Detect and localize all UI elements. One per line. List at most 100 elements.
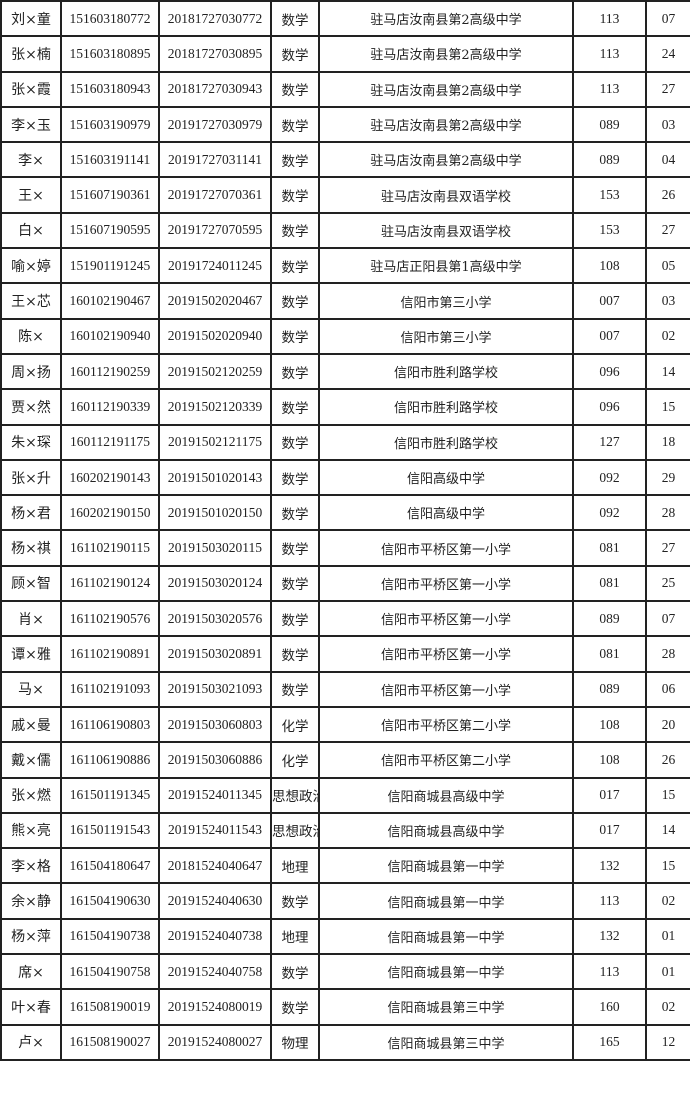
student-id-cell: 20181727030772	[158, 0, 272, 38]
school-cell: 驻马店汝南县双语学校	[318, 211, 574, 250]
exam-id-cell: 151603190979	[60, 105, 160, 144]
table-row: 肖× 161102190576 20191503020576 数学 信阳市平桥区第一小学…	[0, 600, 690, 638]
school-cell: 信阳市胜利路学校	[318, 423, 574, 461]
school-cell: 信阳市平桥区第一小学	[318, 635, 574, 673]
school-cell: 驻马店汝南县第2高级中学	[318, 0, 574, 38]
subject-cell: 数学	[270, 529, 320, 567]
name-cell: 李×	[0, 141, 62, 179]
name-cell: 喻×婷	[0, 247, 62, 285]
subject-cell: 数学	[270, 458, 320, 497]
room-cell: 081	[572, 529, 647, 567]
seat-cell: 29	[645, 458, 690, 497]
exam-id-cell: 160112190339	[60, 388, 160, 426]
student-id-cell: 20191502120259	[158, 352, 272, 391]
subject-cell: 数学	[270, 953, 320, 991]
name-cell: 谭×雅	[0, 635, 62, 673]
exam-id-cell: 160202190150	[60, 494, 160, 532]
subject-cell: 化学	[270, 741, 320, 779]
student-id-cell: 20191727031141	[158, 141, 272, 179]
room-cell: 113	[572, 35, 647, 73]
table-row: 朱×琛 160112191175 20191502121175 数学 信阳市胜利路学校 1…	[0, 423, 690, 461]
room-cell: 092	[572, 494, 647, 532]
seat-cell: 06	[645, 670, 690, 708]
subject-cell: 数学	[270, 564, 320, 603]
school-cell: 信阳商城县第一中学	[318, 917, 574, 956]
school-cell: 信阳市胜利路学校	[318, 388, 574, 426]
student-id-cell: 20191727030979	[158, 105, 272, 144]
student-id-cell: 20191501020143	[158, 458, 272, 497]
school-cell: 驻马店汝南县第2高级中学	[318, 35, 574, 73]
exam-id-cell: 151603180772	[60, 0, 160, 38]
room-cell: 007	[572, 282, 647, 320]
name-cell: 肖×	[0, 600, 62, 638]
subject-cell: 数学	[270, 35, 320, 73]
student-id-cell: 20191502121175	[158, 423, 272, 461]
subject-cell: 数学	[270, 282, 320, 320]
exam-id-cell: 151607190595	[60, 211, 160, 250]
seat-cell: 18	[645, 423, 690, 461]
name-cell: 席×	[0, 953, 62, 991]
name-cell: 周×扬	[0, 352, 62, 391]
name-cell: 杨×祺	[0, 529, 62, 567]
room-cell: 081	[572, 564, 647, 603]
subject-cell: 物理	[270, 1023, 320, 1061]
room-cell: 108	[572, 741, 647, 779]
student-id-cell: 20181727030895	[158, 35, 272, 73]
seat-cell: 04	[645, 141, 690, 179]
seat-cell: 27	[645, 70, 690, 108]
room-cell: 165	[572, 1023, 647, 1061]
exam-id-cell: 160112190259	[60, 352, 160, 391]
table-row: 李× 151603191141 20191727031141 数学 驻马店汝南县第2高级…	[0, 141, 690, 179]
seat-cell: 24	[645, 35, 690, 73]
name-cell: 李×格	[0, 847, 62, 885]
table-row: 贾×然 160112190339 20191502120339 数学 信阳市胜利路学校 0…	[0, 388, 690, 426]
seat-cell: 27	[645, 529, 690, 567]
table-row: 陈× 160102190940 20191502020940 数学 信阳市第三小学 007…	[0, 317, 690, 355]
student-id-cell: 20191503060803	[158, 705, 272, 744]
exam-id-cell: 161504190758	[60, 953, 160, 991]
subject-cell: 数学	[270, 0, 320, 38]
table-row: 李×格 161504180647 20181524040647 地理 信阳商城县第一中学…	[0, 847, 690, 885]
name-cell: 张×升	[0, 458, 62, 497]
exam-id-cell: 161508190019	[60, 988, 160, 1026]
room-cell: 153	[572, 211, 647, 250]
seat-cell: 07	[645, 600, 690, 638]
seat-cell: 02	[645, 882, 690, 920]
room-cell: 113	[572, 953, 647, 991]
student-id-cell: 20191524040630	[158, 882, 272, 920]
subject-cell: 数学	[270, 882, 320, 920]
seat-cell: 02	[645, 317, 690, 355]
exam-id-cell: 151603180943	[60, 70, 160, 108]
school-cell: 信阳市平桥区第一小学	[318, 564, 574, 603]
school-cell: 信阳商城县第一中学	[318, 882, 574, 920]
table-row: 熊×亮16150119154320191524011543思想政治信阳商城县高级…	[0, 811, 690, 850]
seat-cell: 15	[645, 847, 690, 885]
student-id-cell: 20191524040738	[158, 917, 272, 956]
subject-cell: 思想政治	[270, 776, 320, 814]
exam-id-cell: 151603191141	[60, 141, 160, 179]
room-cell: 089	[572, 670, 647, 708]
name-cell: 张×燃	[0, 776, 62, 814]
subject-cell: 数学	[270, 317, 320, 355]
school-cell: 驻马店汝南县第2高级中学	[318, 70, 574, 108]
table-row: 王×芯 160102190467 20191502020467 数学 信阳市第三小学 00…	[0, 282, 690, 320]
student-id-cell: 20191524011345	[158, 776, 272, 814]
student-id-cell: 20191501020150	[158, 494, 272, 532]
school-cell: 驻马店汝南县第2高级中学	[318, 141, 574, 179]
seat-cell: 01	[645, 953, 690, 991]
name-cell: 叶×春	[0, 988, 62, 1026]
room-cell: 132	[572, 847, 647, 885]
school-cell: 信阳市平桥区第一小学	[318, 670, 574, 708]
school-cell: 驻马店汝南县第2高级中学	[318, 105, 574, 144]
student-id-cell: 20191524080019	[158, 988, 272, 1026]
subject-cell: 数学	[270, 211, 320, 250]
room-cell: 017	[572, 811, 647, 850]
table-row: 马× 161102191093 20191503021093 数学 信阳市平桥区第一小学…	[0, 670, 690, 708]
name-cell: 王×芯	[0, 282, 62, 320]
school-cell: 信阳市平桥区第一小学	[318, 529, 574, 567]
subject-cell: 地理	[270, 917, 320, 956]
room-cell: 153	[572, 176, 647, 214]
table-row: 张×楠 151603180895 20181727030895 数学 驻马店汝南县第2高…	[0, 35, 690, 73]
exam-id-cell: 161501191345	[60, 776, 160, 814]
school-cell: 信阳高级中学	[318, 458, 574, 497]
